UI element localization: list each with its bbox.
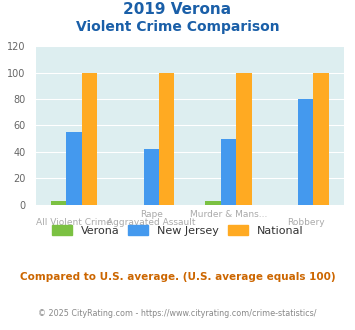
Text: © 2025 CityRating.com - https://www.cityrating.com/crime-statistics/: © 2025 CityRating.com - https://www.city… [38,309,317,317]
Text: Rape: Rape [140,210,163,218]
Bar [236,73,252,205]
Text: Aggravated Assault: Aggravated Assault [107,218,196,227]
Bar [298,99,313,205]
Text: Robbery: Robbery [287,218,324,227]
Bar [313,73,329,205]
Bar [221,139,236,205]
Text: Compared to U.S. average. (U.S. average equals 100): Compared to U.S. average. (U.S. average … [20,272,335,282]
Bar [66,132,82,205]
Bar [205,201,221,205]
Bar [51,201,66,205]
Legend: Verona, New Jersey, National: Verona, New Jersey, National [47,221,308,240]
Bar [159,73,175,205]
Text: Violent Crime Comparison: Violent Crime Comparison [76,20,279,34]
Text: 2019 Verona: 2019 Verona [124,2,231,16]
Bar [82,73,97,205]
Text: All Violent Crime: All Violent Crime [36,218,112,227]
Bar [143,149,159,205]
Text: Murder & Mans...: Murder & Mans... [190,210,267,218]
